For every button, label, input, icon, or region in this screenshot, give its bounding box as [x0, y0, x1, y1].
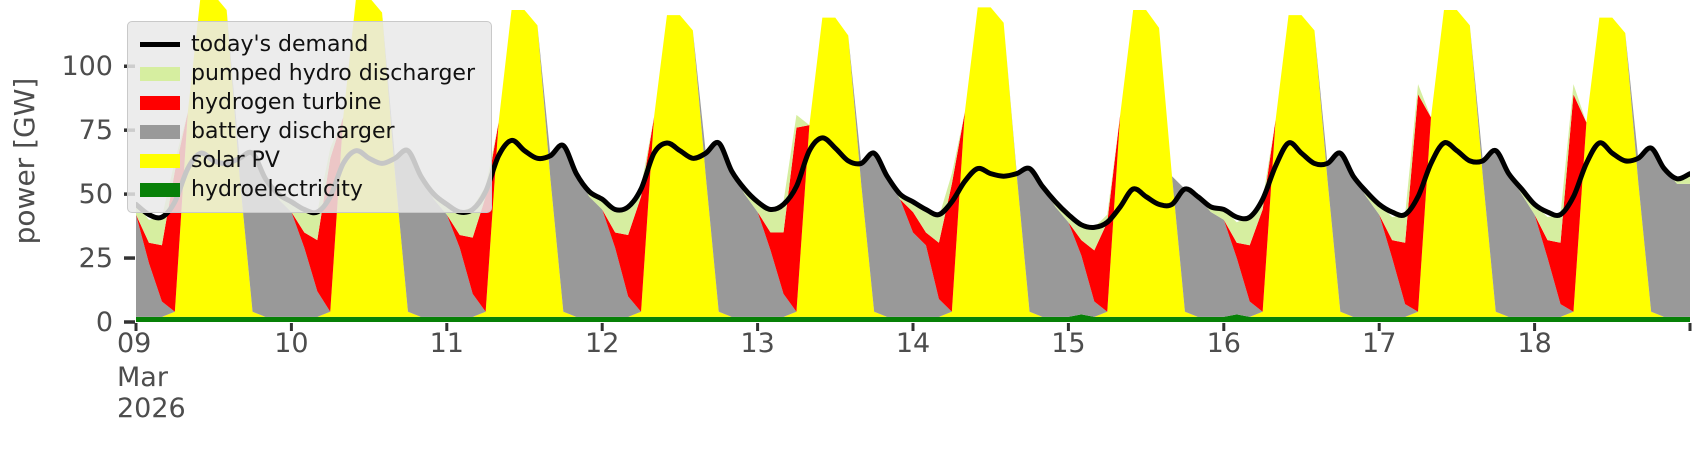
- battery-discharger-swatch-icon: [140, 124, 180, 139]
- hydroelectricity-area: [136, 314, 1690, 322]
- legend-item-battery-discharger: battery discharger: [140, 117, 475, 146]
- legend-label: hydrogen turbine: [191, 90, 382, 115]
- x-tick-label: 15: [1051, 328, 1085, 359]
- x-tick-label: 13: [740, 328, 774, 359]
- x-tick-label: 11: [430, 328, 464, 359]
- legend-item-hydroelectricity: hydroelectricity: [140, 175, 475, 204]
- legend: today's demand pumped hydro discharger h…: [127, 21, 493, 213]
- demand-line-swatch-icon: [140, 42, 180, 47]
- legend-item-todays-demand: today's demand: [140, 30, 475, 59]
- x-tick-label: 17: [1362, 328, 1396, 359]
- solar-pv-area: [136, 0, 1690, 317]
- y-axis-title: power [GW]: [8, 78, 41, 245]
- legend-item-hydrogen-turbine: hydrogen turbine: [140, 88, 475, 117]
- hydroelectricity-swatch-icon: [140, 182, 180, 197]
- legend-item-solar-pv: solar PV: [140, 146, 475, 175]
- x-axis: 09 10 11 12 13 14 15 16 17 18: [117, 323, 1692, 359]
- x-axis-month-label: Mar: [117, 362, 169, 393]
- x-tick-label: 14: [896, 328, 930, 359]
- y-tick-label: 100: [61, 51, 113, 82]
- x-tick-label: 18: [1517, 328, 1551, 359]
- legend-label: solar PV: [191, 148, 280, 173]
- y-tick-label: 50: [79, 179, 113, 210]
- legend-label: pumped hydro discharger: [191, 61, 476, 86]
- legend-item-pumped-hydro-discharger: pumped hydro discharger: [140, 59, 475, 88]
- legend-label: today's demand: [191, 32, 369, 57]
- x-tick-label: 12: [585, 328, 619, 359]
- x-tick-label: 10: [274, 328, 308, 359]
- y-tick-label: 75: [79, 115, 113, 146]
- hydrogen-turbine-swatch-icon: [140, 95, 180, 110]
- x-tick-label: 16: [1207, 328, 1241, 359]
- legend-label: battery discharger: [191, 119, 395, 144]
- x-axis-year-label: 2026: [117, 393, 186, 424]
- battery-discharger-area: [136, 0, 1690, 317]
- y-tick-label: 25: [79, 243, 113, 274]
- y-tick-label: 0: [96, 307, 113, 338]
- pumped-hydro-swatch-icon: [140, 66, 180, 81]
- y-axis: 0 25 50 75 100: [61, 51, 135, 338]
- legend-label: hydroelectricity: [191, 177, 363, 202]
- solar-pv-swatch-icon: [140, 153, 180, 168]
- stacked-areas: [136, 0, 1690, 322]
- x-tick-label: 09: [117, 328, 151, 359]
